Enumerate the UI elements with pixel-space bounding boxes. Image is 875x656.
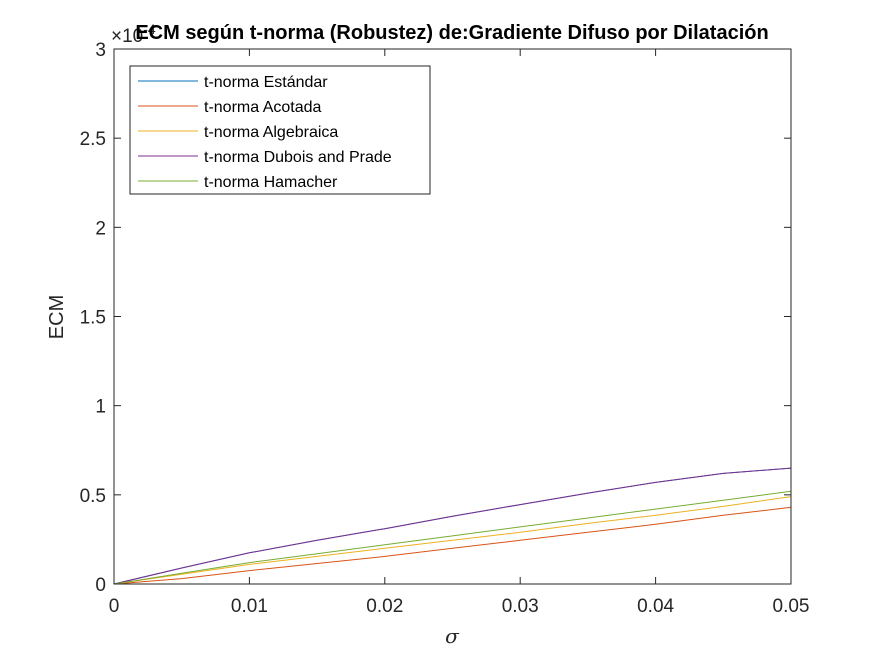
x-tick-label: 0: [109, 596, 120, 617]
ticks-layer: 0 0.01 0.02 0.03 0.04 0.05 0 0.5 1 1.5 2 2.5 3: [80, 40, 810, 617]
legend-label-2: t-norma Acotada: [204, 99, 322, 116]
y-tick-label: 2: [95, 218, 106, 239]
y-exponent-multiplier: ×10-4: [111, 21, 156, 47]
y-axis-label: ECM: [46, 295, 68, 339]
y-tick-label: 0: [95, 575, 106, 596]
y-tick-label: 3: [95, 40, 106, 61]
legend: t-norma Estándar t-norma Acotada t-norma A…: [129, 65, 431, 195]
series-layer: [113, 467, 792, 585]
series-line-2: [113, 506, 792, 585]
x-tick-label: 0.04: [637, 596, 674, 617]
x-tick-label: 0.05: [773, 596, 810, 617]
y-exponent-power: -4: [143, 21, 156, 37]
series-line-3: [113, 496, 792, 585]
legend-box: [129, 65, 431, 195]
y-tick-label: 0.5: [80, 486, 106, 507]
series-line-4: [113, 467, 792, 585]
legend-label-5: t-norma Hamacher: [204, 174, 338, 191]
chart-title: ECM según t-norma (Robustez) de:Gradient…: [135, 22, 768, 44]
legend-label-3: t-norma Algebraica: [204, 124, 338, 141]
legend-label-4: t-norma Dubois and Prade: [204, 149, 392, 166]
y-tick-label: 2.5: [80, 129, 106, 150]
y-tick-label: 1.5: [80, 308, 106, 329]
legend-label-1: t-norma Estándar: [204, 74, 328, 91]
x-tick-label: 0.03: [502, 596, 539, 617]
series-line-5: [113, 490, 792, 585]
x-tick-label: 0.02: [366, 596, 403, 617]
x-tick-label: 0.01: [231, 596, 268, 617]
y-tick-label: 1: [95, 397, 106, 418]
x-axis-label: σ: [445, 624, 460, 648]
